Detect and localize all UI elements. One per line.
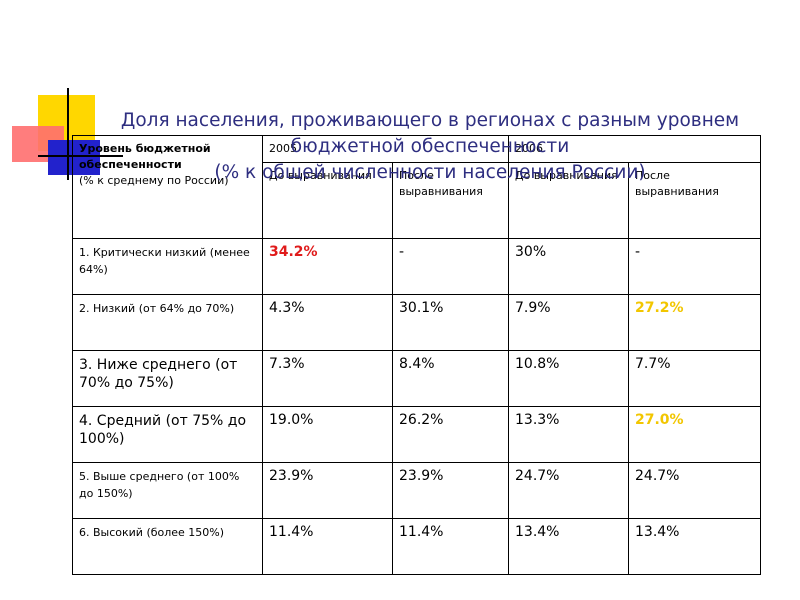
cell: 13.4% (628, 518, 761, 575)
row-label: 5. Выше среднего (от 100% до 150%) (72, 462, 263, 519)
year: 2005 (262, 135, 509, 163)
row-label: 6. Высокий (более 150%) (72, 518, 263, 575)
cell: 7.3% (262, 350, 393, 407)
header-cell: Уровень бюджетной обеспеченности (% к сре… (72, 135, 263, 239)
cell: 19.0% (262, 406, 393, 463)
row-label: 2. Низкий (от 64% до 70%) (72, 294, 263, 351)
cell: 34.2% (262, 238, 393, 295)
cell: 24.7% (508, 462, 629, 519)
subtitle: (% к общей численности населения России) (214, 162, 646, 183)
sub-header: После выравнивания (628, 162, 761, 239)
cell: 11.4% (392, 518, 509, 575)
cell: 23.9% (262, 462, 393, 519)
cell: 8.4% (392, 350, 509, 407)
cell: 24.7% (628, 462, 761, 519)
v-line (67, 88, 69, 180)
cell: 13.4% (508, 518, 629, 575)
cell: 27.0% (628, 406, 761, 463)
title: Доля населения, проживающего в регионах … (120, 110, 740, 157)
cell: - (392, 238, 509, 295)
row-label: 3. Ниже среднего (от 70% до 75%) (72, 350, 263, 407)
header-title: Уровень бюджетной обеспеченности (79, 142, 211, 171)
cell: 13.3% (508, 406, 629, 463)
year: 2006 (508, 135, 761, 163)
cell: 11.4% (262, 518, 393, 575)
cell: 4.3% (262, 294, 393, 351)
title-block: Доля населения, проживающего в регионах … (100, 108, 760, 186)
row-label: 4. Средний (от 75% до 100%) (72, 406, 263, 463)
cell: 10.8% (508, 350, 629, 407)
row-label: 1. Критически низкий (менее 64%) (72, 238, 263, 295)
cell: 27.2% (628, 294, 761, 351)
cell: 7.9% (508, 294, 629, 351)
table: Уровень бюджетной обеспеченности (% к сре… (72, 135, 761, 575)
header-note: (% к среднему по России) (79, 174, 229, 187)
cell: 30% (508, 238, 629, 295)
cell: 7.7% (628, 350, 761, 407)
sub-header: После выравнивания (392, 162, 509, 239)
cell: 23.9% (392, 462, 509, 519)
sub-header: До выравнивания (262, 162, 393, 239)
cell: 30.1% (392, 294, 509, 351)
cell: - (628, 238, 761, 295)
cell: 26.2% (392, 406, 509, 463)
